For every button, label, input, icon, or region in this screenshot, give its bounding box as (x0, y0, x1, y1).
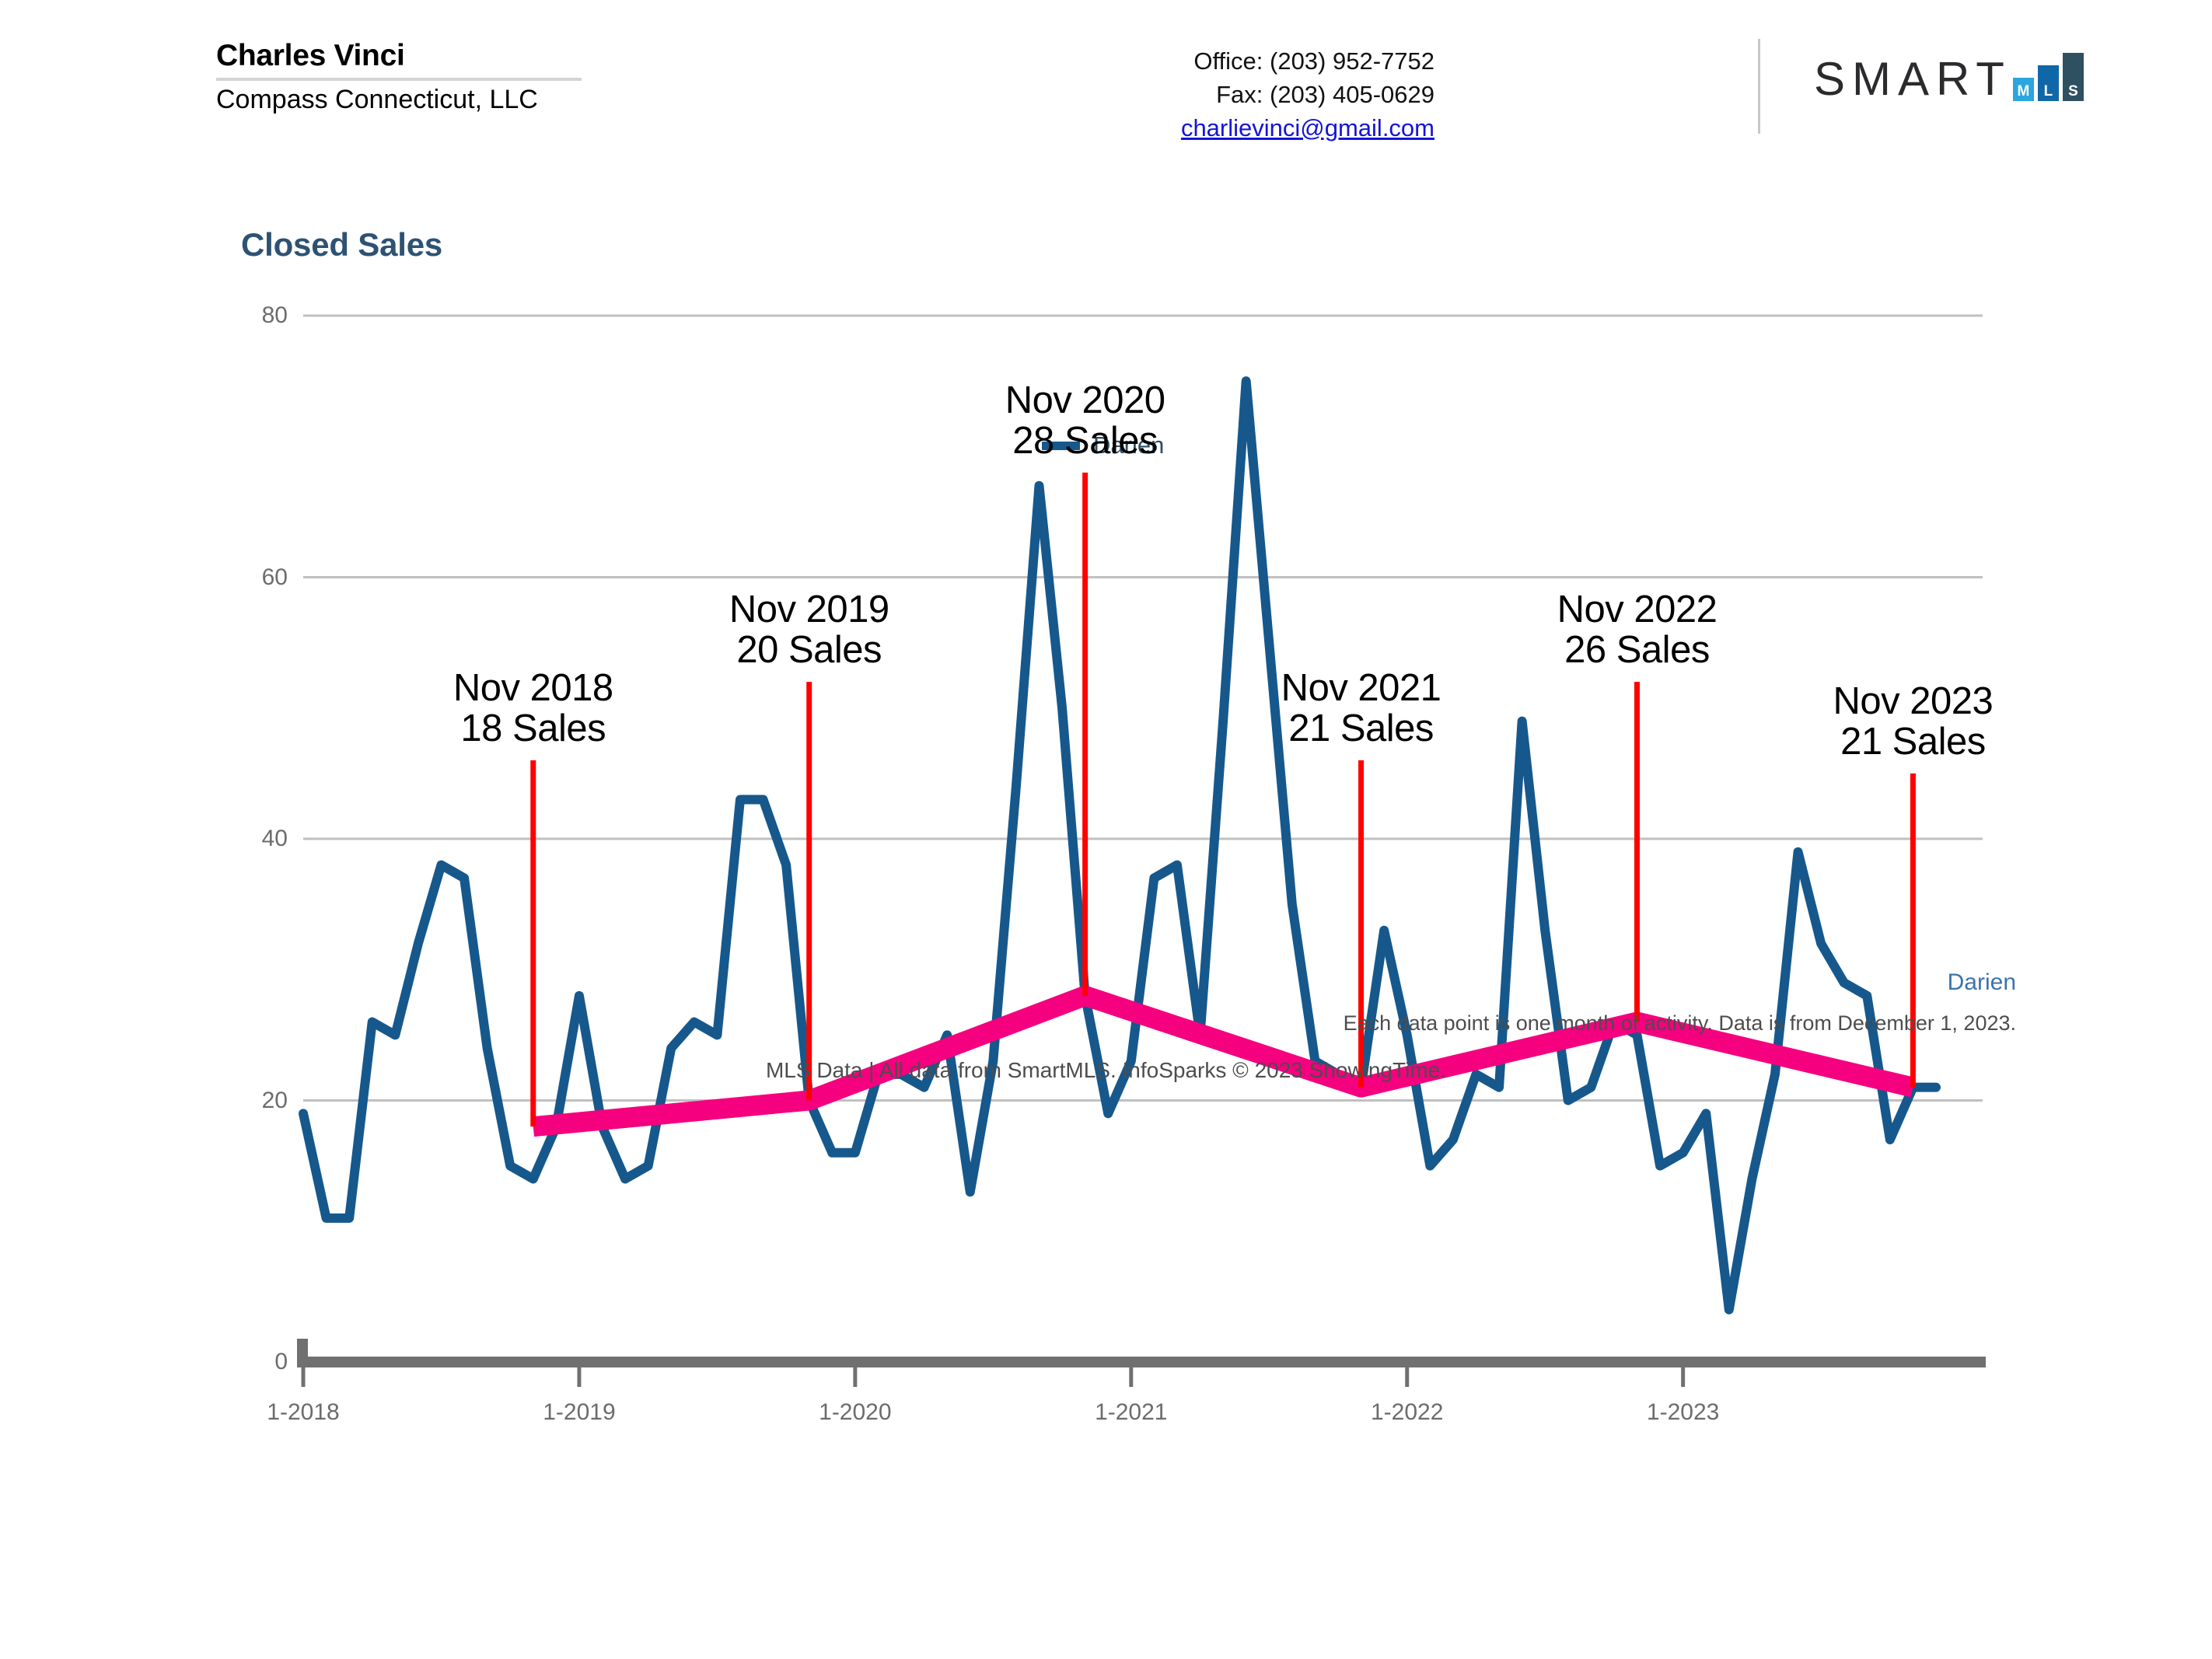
agent-divider (216, 77, 582, 81)
annotation-date-label: Nov 2018 (453, 667, 613, 710)
y-tick-0: 0 (274, 1349, 288, 1374)
x-tick-1-2019: 1-2019 (543, 1399, 616, 1425)
annotation-value-label: 26 Sales (1564, 629, 1710, 672)
fax-number: Fax: (203) 405-0629 (1216, 80, 1434, 108)
annotation-11-2021: Nov 2021 21 Sales (1281, 667, 1441, 749)
legend-swatch-darien (1042, 441, 1080, 450)
agent-company: Compass Connecticut, LLC (216, 84, 538, 114)
mls-attribution-note: MLS Data | All data from SmartMLS. InfoS… (765, 1058, 1446, 1082)
office-phone: Office: (203) 952-7752 (1193, 47, 1434, 75)
page-header: Charles Vinci Compass Connecticut, LLC O… (0, 0, 2212, 167)
legend-label-darien: Darien (1093, 431, 1165, 459)
annotation-value-label: 21 Sales (1288, 707, 1434, 749)
logo-bar-s: S (2062, 53, 2084, 101)
smartmls-logo: SMART M L S (1814, 45, 2084, 105)
annotation-value-label: 21 Sales (1840, 720, 1986, 763)
x-tick-1-2021: 1-2021 (1095, 1399, 1168, 1425)
logo-wordmark: SMART (1814, 53, 2011, 105)
series-tag-label: Darien (1947, 969, 2016, 995)
annotation-value-label: 28 Sales (1012, 419, 1158, 462)
annotation-11-2022: Nov 2022 26 Sales (1557, 589, 1718, 672)
annotation-date-label: Nov 2023 (1833, 679, 1994, 722)
annotation-11-2023: Nov 2023 21 Sales (1833, 679, 1994, 763)
annotation-value-label: 18 Sales (460, 707, 606, 749)
y-tick-20: 20 (261, 1087, 288, 1113)
agent-identity-block: Charles Vinci Compass Connecticut, LLC (216, 40, 582, 114)
header-vertical-divider (1758, 39, 1760, 134)
line-chart-plot (297, 314, 1986, 1387)
y-tick-60: 60 (261, 564, 288, 590)
chart-container: Closed Sales Darien 0 20 40 60 80 1-2018 1-20… (0, 167, 2212, 1659)
annotation-value-label: 20 Sales (736, 629, 882, 672)
annotation-11-2020: Nov 2020 28 Sales (1005, 379, 1165, 462)
logo-bar-chart-icon: M L S (2012, 53, 2084, 101)
annotation-date-label: Nov 2019 (729, 589, 889, 631)
y-tick-40: 40 (261, 826, 288, 851)
logo-bar-m: M (2012, 78, 2034, 101)
x-tick-1-2020: 1-2020 (819, 1399, 892, 1425)
x-tick-1-2018: 1-2018 (267, 1399, 340, 1425)
annotation-date-label: Nov 2022 (1557, 589, 1718, 631)
annotation-11-2019: Nov 2019 20 Sales (729, 589, 889, 672)
annotation-date-label: Nov 2020 (1005, 379, 1165, 421)
y-tick-80: 80 (261, 302, 288, 328)
contact-block: Office: (203) 952-7752 Fax: (203) 405-06… (1181, 45, 1434, 145)
chart-legend: Darien (1042, 431, 1164, 459)
data-source-note: Each data point is one month of activity… (1343, 1011, 2016, 1035)
x-tick-1-2022: 1-2022 (1370, 1399, 1444, 1425)
annotation-date-label: Nov 2021 (1281, 667, 1441, 710)
x-tick-1-2023: 1-2023 (1646, 1399, 1720, 1425)
chart-title: Closed Sales (241, 226, 443, 263)
agent-name: Charles Vinci (216, 39, 405, 72)
annotation-11-2018: Nov 2018 18 Sales (453, 667, 613, 749)
email-link[interactable]: charlievinci@gmail.com (1180, 114, 1434, 141)
logo-bar-l: L (2037, 65, 2059, 101)
